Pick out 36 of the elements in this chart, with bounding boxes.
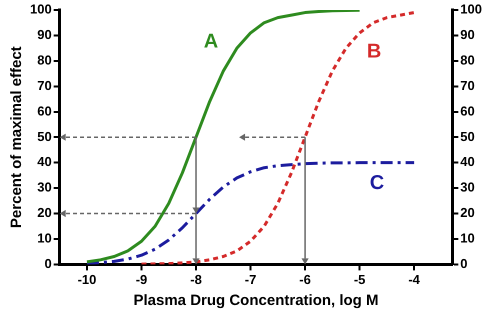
line-series — [140, 11, 416, 264]
y2-tick-label: 100 — [460, 2, 482, 17]
y-axis-title: Percent of maximal effect — [8, 46, 26, 228]
y-tick-label: 10 — [37, 230, 52, 246]
x-tick-label: -4 — [408, 272, 421, 287]
y-tick-label: 90 — [37, 27, 52, 42]
y-tick-label: 50 — [37, 128, 52, 144]
y2-tick-label: 90 — [460, 27, 475, 42]
y2-tick-label: 30 — [460, 180, 475, 195]
y-tick-label: 30 — [37, 180, 52, 195]
x-tick-label: -6 — [299, 272, 311, 287]
y-tick-label: 40 — [37, 154, 52, 170]
series-label: B — [366, 40, 382, 63]
y2-tick-label: 40 — [460, 154, 475, 170]
y-tick-label: 80 — [37, 52, 52, 68]
y2-tick-label: 20 — [460, 205, 475, 220]
x-tick-label: -10 — [78, 272, 96, 287]
line-series — [85, 161, 416, 264]
x-axis-title: Plasma Drug Concentration, log M — [133, 292, 379, 310]
y2-tick-label: 80 — [460, 52, 475, 68]
series-label: C — [370, 172, 384, 194]
y-tick-label: 100 — [30, 2, 52, 17]
x-tick-label: -8 — [190, 272, 202, 287]
x-tick-label: -5 — [354, 272, 366, 287]
y2-tick-label: 0 — [460, 256, 468, 271]
y2-tick-label: 10 — [460, 230, 475, 246]
x-tick-label: -7 — [244, 272, 256, 287]
y2-tick-label: 50 — [460, 128, 475, 144]
y2-tick-label: 60 — [460, 103, 475, 118]
y2-tick-label: 70 — [460, 78, 475, 93]
y-tick-label: 20 — [37, 205, 52, 220]
y-tick-label: 60 — [37, 103, 52, 118]
y-tick-label: 0 — [44, 256, 52, 271]
x-tick-label: -9 — [136, 272, 148, 287]
y-tick-label: 70 — [37, 78, 52, 93]
series-label: A — [204, 30, 218, 53]
